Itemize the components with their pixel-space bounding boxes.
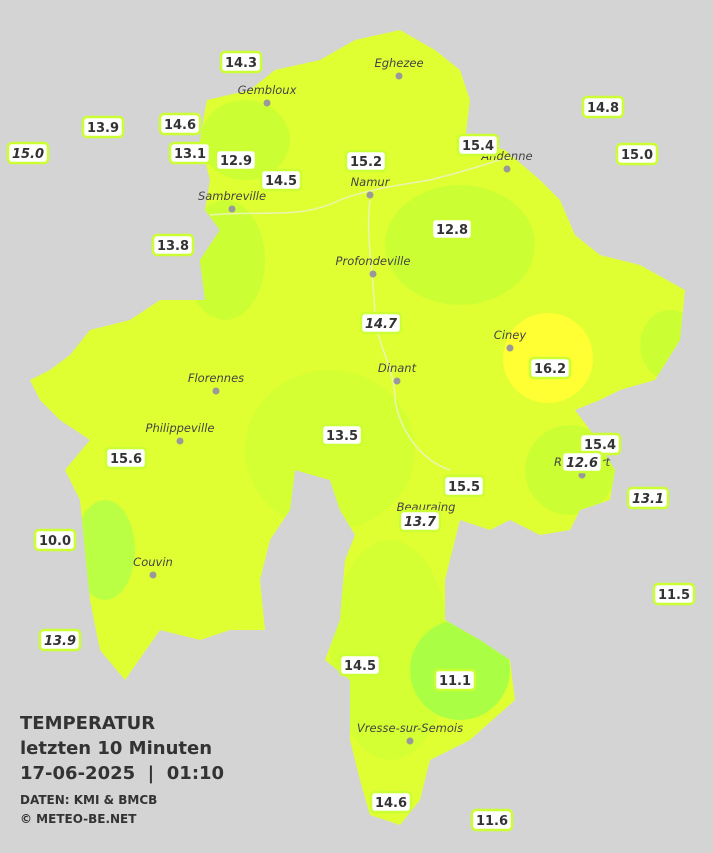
city-dot bbox=[263, 99, 271, 107]
station-box bbox=[168, 141, 212, 165]
city-dot bbox=[212, 387, 220, 395]
city-dot bbox=[506, 344, 514, 352]
station-value: 15.6 bbox=[110, 452, 142, 467]
station-box bbox=[359, 311, 403, 335]
station-box bbox=[104, 446, 148, 470]
station-value: 13.9 bbox=[87, 121, 119, 136]
station-value: 15.4 bbox=[584, 438, 616, 453]
station-box bbox=[456, 133, 500, 157]
station-value: 15.0 bbox=[12, 147, 44, 162]
city-name: Sambreville bbox=[198, 189, 266, 203]
station-box bbox=[158, 112, 202, 136]
city-name: Gembloux bbox=[238, 83, 297, 97]
station-value: 12.8 bbox=[436, 223, 468, 238]
station-value: 14.3 bbox=[225, 56, 257, 71]
station-box bbox=[344, 149, 388, 173]
station-box bbox=[151, 233, 195, 257]
station-value: 13.1 bbox=[174, 147, 206, 162]
station-box bbox=[369, 790, 413, 814]
city-dot bbox=[228, 205, 236, 213]
station-value: 13.8 bbox=[157, 239, 189, 254]
station-value: 10.0 bbox=[39, 534, 71, 549]
shade bbox=[75, 500, 135, 600]
station-box bbox=[81, 115, 125, 139]
station-value: 13.9 bbox=[44, 634, 76, 649]
shade bbox=[330, 540, 450, 760]
station-box bbox=[38, 628, 82, 652]
city-dot bbox=[149, 571, 157, 579]
city-name: Ciney bbox=[494, 328, 527, 342]
station-box bbox=[259, 168, 303, 192]
city-dot bbox=[503, 165, 511, 173]
credit: © METEO-BE.NET bbox=[20, 812, 137, 826]
city-dot bbox=[393, 377, 401, 385]
station-value: 14.8 bbox=[587, 101, 619, 116]
station-box bbox=[560, 450, 604, 474]
station-box bbox=[398, 509, 442, 533]
station-value: 15.4 bbox=[462, 139, 494, 154]
station-box bbox=[6, 141, 50, 165]
station-box bbox=[652, 582, 696, 606]
city-dot bbox=[176, 437, 184, 445]
station-box bbox=[433, 668, 477, 692]
station-value: 14.6 bbox=[375, 796, 407, 811]
title: TEMPERATUR bbox=[20, 713, 155, 734]
station-value: 14.6 bbox=[164, 118, 196, 133]
station-value: 15.5 bbox=[448, 480, 480, 495]
station-box bbox=[338, 653, 382, 677]
station-value: 15.2 bbox=[350, 155, 382, 170]
station-value: 14.5 bbox=[265, 174, 297, 189]
station-box bbox=[615, 142, 659, 166]
station-value: 13.1 bbox=[632, 492, 664, 507]
station-box bbox=[214, 148, 258, 172]
shade bbox=[245, 370, 415, 530]
shade bbox=[185, 200, 265, 320]
station-box bbox=[442, 474, 486, 498]
city-name: Eghezee bbox=[374, 56, 423, 70]
station-value: 11.6 bbox=[476, 814, 508, 829]
credit: DATEN: KMI & BMCB bbox=[20, 793, 157, 807]
station-value: 11.1 bbox=[439, 674, 471, 689]
station-box bbox=[626, 486, 670, 510]
station-box bbox=[219, 50, 263, 74]
subtitle: letzten 10 Minuten bbox=[20, 738, 212, 759]
station-value: 14.5 bbox=[344, 659, 376, 674]
city-dot bbox=[395, 72, 403, 80]
city-dot bbox=[366, 191, 374, 199]
shade bbox=[385, 185, 535, 305]
station-box bbox=[470, 808, 514, 832]
station-value: 13.5 bbox=[326, 429, 358, 444]
station-value: 12.9 bbox=[220, 154, 252, 169]
station-box bbox=[581, 95, 625, 119]
station-value: 11.5 bbox=[658, 588, 690, 603]
station-box bbox=[33, 528, 77, 552]
timestamp: 17-06-2025 | 01:10 bbox=[20, 763, 224, 784]
station-box bbox=[528, 356, 572, 380]
shade bbox=[640, 310, 685, 380]
city-name: Dinant bbox=[378, 361, 417, 375]
city-name: Namur bbox=[351, 175, 391, 189]
station-value: 14.7 bbox=[365, 317, 398, 332]
city-name: Profondeville bbox=[336, 254, 411, 268]
station-value: 15.0 bbox=[621, 148, 653, 163]
station-value: 13.7 bbox=[404, 515, 437, 530]
station-box bbox=[320, 423, 364, 447]
city-name: Couvin bbox=[133, 555, 173, 569]
station-value: 16.2 bbox=[534, 362, 566, 377]
station-value: 12.6 bbox=[566, 456, 598, 471]
city-name: Philippeville bbox=[146, 421, 215, 435]
city-dot bbox=[369, 270, 377, 278]
city-name: Vresse-sur-Semois bbox=[357, 721, 463, 735]
city-dot bbox=[406, 737, 414, 745]
station-box bbox=[430, 217, 474, 241]
river bbox=[209, 139, 561, 471]
city-name: Florennes bbox=[188, 371, 244, 385]
